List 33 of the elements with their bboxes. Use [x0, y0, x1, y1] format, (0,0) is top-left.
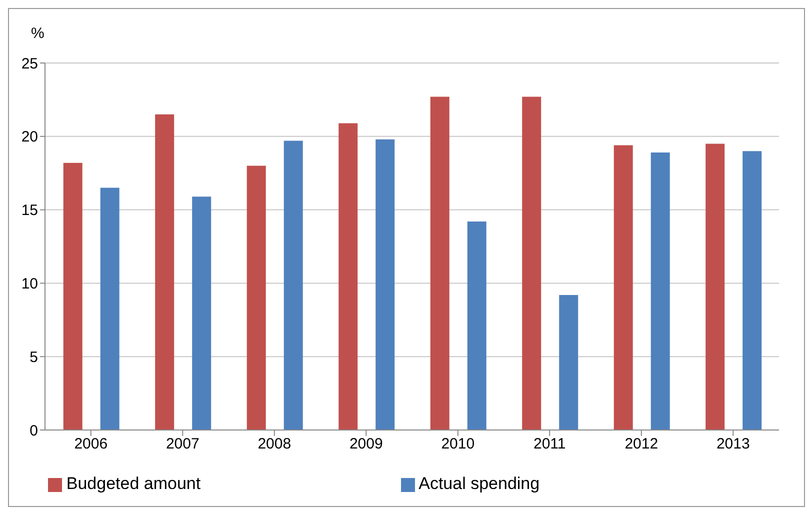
x-tick-label: 2008 — [258, 436, 292, 453]
bar — [100, 188, 120, 430]
bar — [338, 123, 358, 430]
x-tick-label: 2007 — [166, 436, 200, 453]
bar — [706, 144, 725, 430]
y-axis-title: % — [31, 25, 44, 42]
y-tick-label: 20 — [21, 128, 38, 146]
bar — [742, 151, 762, 430]
y-tick-label: 5 — [30, 348, 38, 366]
x-tick-label: 2009 — [349, 436, 383, 453]
y-tick-label: 0 — [30, 422, 38, 440]
bar — [467, 222, 486, 430]
x-tick-label: 2011 — [533, 436, 566, 453]
legend-label: Budgeted amount — [66, 474, 201, 493]
x-tick-label: 2013 — [716, 436, 750, 453]
bar — [376, 139, 395, 430]
y-tick-label: 10 — [21, 276, 38, 293]
bar — [155, 114, 174, 430]
bar — [650, 152, 670, 430]
bar — [284, 140, 303, 430]
bar — [192, 196, 212, 430]
y-tick-label: 15 — [21, 202, 38, 220]
x-tick-label: 2006 — [74, 436, 108, 453]
x-tick-label: 2010 — [441, 436, 475, 453]
bar — [430, 96, 450, 430]
legend-label: Actual spending — [418, 474, 540, 493]
y-tick-label: 25 — [21, 55, 38, 72]
bar — [246, 166, 266, 430]
bar — [559, 294, 578, 430]
bar — [63, 162, 82, 430]
bar — [522, 96, 542, 430]
x-tick-label: 2012 — [624, 436, 658, 453]
bar — [614, 145, 633, 430]
